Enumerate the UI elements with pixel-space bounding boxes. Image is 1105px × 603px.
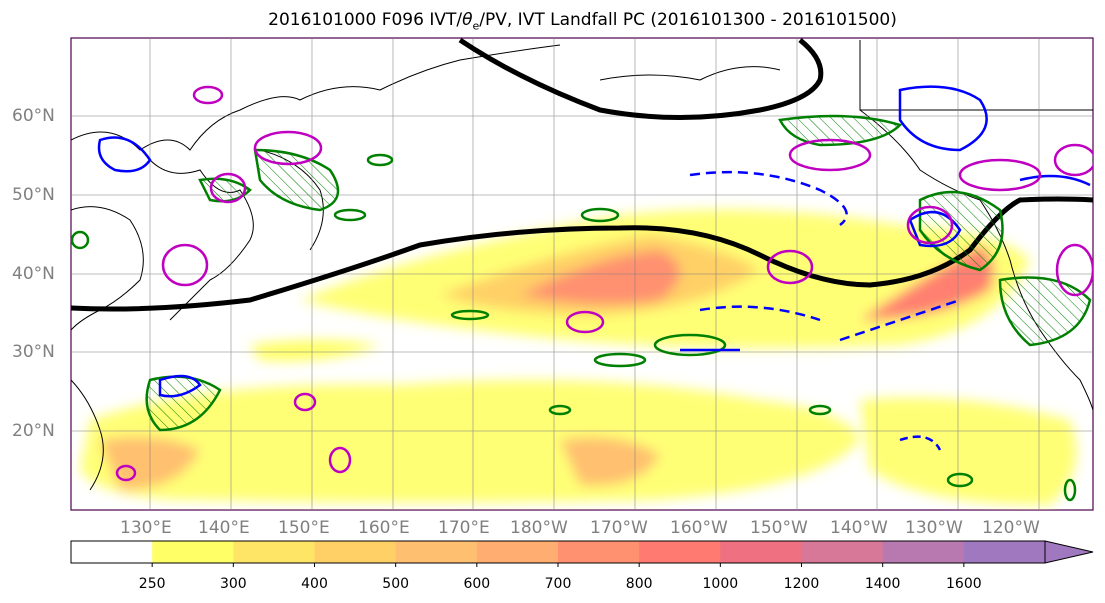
lon-label: 170°W xyxy=(590,518,648,538)
lat-label-50n: 50°N xyxy=(12,185,55,205)
colorbar-tick-label: 700 xyxy=(544,576,572,592)
colorbar-segment xyxy=(639,541,721,563)
map-title: 2016101000 F096 IVT/θe/PV, IVT Landfall … xyxy=(268,10,897,33)
colorbar-segment xyxy=(314,541,397,563)
theta-e-small-contours xyxy=(71,153,1077,502)
colorbar-segment xyxy=(963,541,1046,563)
pv-contours xyxy=(115,85,1093,482)
colorbar-segment xyxy=(720,541,802,563)
colorbar-tick-label: 400 xyxy=(301,576,328,592)
lon-label: 140°E xyxy=(198,518,250,538)
ivt-shading xyxy=(80,209,1077,505)
colorbar xyxy=(70,540,1094,567)
lon-label: 160°E xyxy=(358,518,410,538)
lon-label: 130°E xyxy=(120,518,172,538)
lon-label: 140°W xyxy=(830,518,888,538)
colorbar-tick-label: 800 xyxy=(625,576,653,592)
colorbar-tick-label: 600 xyxy=(463,576,491,592)
colorbar-segment xyxy=(71,541,153,563)
lat-label-30n: 30°N xyxy=(12,342,55,362)
colorbar-segment xyxy=(395,541,478,563)
lon-label: 120°W xyxy=(982,518,1040,538)
colorbar-segment xyxy=(558,541,640,563)
lon-label: 150°E xyxy=(278,518,330,538)
negative-contours xyxy=(97,85,1091,451)
theta-e-contours xyxy=(145,114,1092,432)
lon-label: 130°W xyxy=(905,518,963,538)
lon-label: 180°W xyxy=(510,518,568,538)
colorbar-segment xyxy=(476,541,559,563)
lat-label-20n: 20°N xyxy=(12,421,55,441)
colorbar-tick-label: 1400 xyxy=(864,576,901,592)
colorbar-tick-label: 300 xyxy=(219,576,247,592)
colorbar-segment xyxy=(152,541,234,563)
lon-label: 150°W xyxy=(750,518,808,538)
colorbar-extend-arrow xyxy=(1044,540,1094,564)
coastlines xyxy=(71,40,1093,491)
colorbar-segment xyxy=(233,541,315,563)
lon-label: 160°W xyxy=(670,518,728,538)
colorbar-segment xyxy=(882,541,965,563)
colorbar-tick-label: 1600 xyxy=(946,576,982,592)
colorbar-tick-label: 250 xyxy=(138,576,166,592)
colorbar-segment xyxy=(801,541,884,563)
lat-label-40n: 40°N xyxy=(12,264,55,284)
colorbar-tick-label: 1200 xyxy=(783,576,820,592)
lat-label-60n: 60°N xyxy=(12,106,55,126)
colorbar-tick-label: 1000 xyxy=(702,576,739,592)
graticule xyxy=(71,38,1093,510)
lon-label: 170°E xyxy=(438,518,490,538)
colorbar-tick-label: 500 xyxy=(382,576,410,592)
